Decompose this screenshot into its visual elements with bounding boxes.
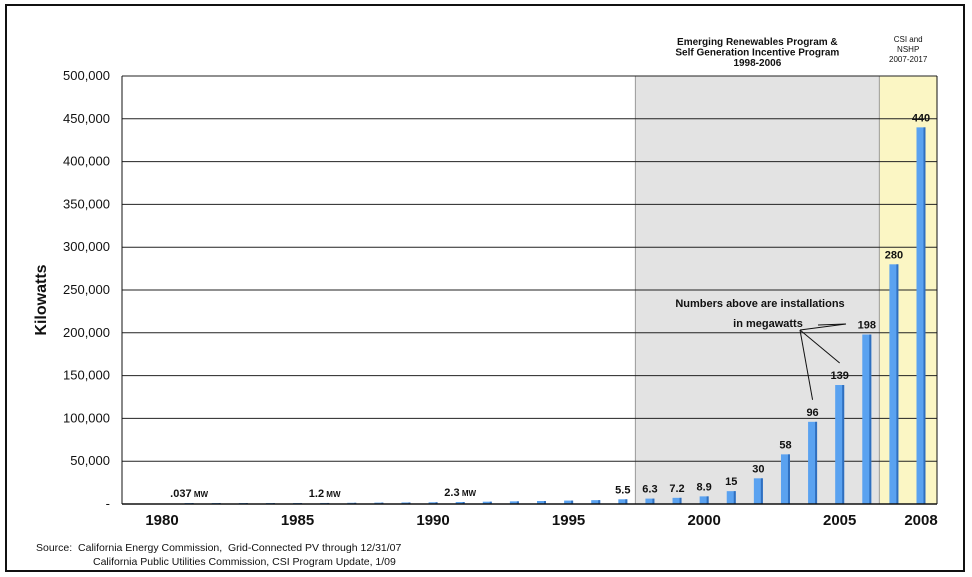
bar-shade-1998 xyxy=(652,498,655,504)
source-label: Source: xyxy=(36,542,73,554)
bar-shade-1995 xyxy=(571,500,574,504)
bar-shade-2002 xyxy=(760,478,763,504)
bar-1996 xyxy=(591,500,601,504)
bar-shade-2006 xyxy=(869,334,872,504)
bar-1999 xyxy=(672,497,682,504)
data-label-1997: 5.5 xyxy=(615,484,630,496)
source-line-2: California Public Utilities Commission, … xyxy=(93,556,396,568)
bar-shade-1999 xyxy=(679,497,682,504)
data-label-unit-1981: MW xyxy=(192,490,209,499)
x-tick-label-2000: 2000 xyxy=(687,512,720,529)
bar-1994 xyxy=(537,501,546,504)
data-label-1981: .037 MW xyxy=(170,488,208,500)
annotation-line-1: Numbers above are installations xyxy=(675,298,844,310)
y-tick-label: 300,000 xyxy=(63,239,110,254)
bar-shade-1994 xyxy=(544,501,546,504)
y-tick-label: 500,000 xyxy=(63,68,110,83)
bar-1995 xyxy=(564,500,574,504)
y-tick-label: 50,000 xyxy=(70,453,110,468)
y-tick-label: 450,000 xyxy=(63,111,110,126)
region-label-2-line-3: 2007-2017 xyxy=(889,55,928,64)
y-tick-label: 400,000 xyxy=(63,154,110,169)
data-label-unit-1986: MW xyxy=(324,490,341,499)
source-line-1: California Energy Commission, Grid-Conne… xyxy=(78,542,402,554)
y-tick-label: 200,000 xyxy=(63,325,110,340)
data-label-1991: 2.3 MW xyxy=(444,487,476,499)
annotation-leader-2004 xyxy=(799,329,814,400)
data-label-2004: 96 xyxy=(806,407,818,419)
x-tick-label-1995: 1995 xyxy=(552,512,585,529)
data-label-2001: 15 xyxy=(725,476,737,488)
bar-1989 xyxy=(401,502,411,504)
bar-1992 xyxy=(482,501,492,504)
bar-shade-1992 xyxy=(489,501,492,504)
x-tick-label-1990: 1990 xyxy=(416,512,449,529)
annotation-leader-2006 xyxy=(799,323,847,331)
data-label-unit-1991: MW xyxy=(460,489,477,498)
source-note: Source: California Energy Commission, Gr… xyxy=(36,542,401,554)
bar-1993 xyxy=(509,501,519,504)
bar-shade-1990 xyxy=(435,502,438,504)
x-tick-label-1980: 1980 xyxy=(145,512,178,529)
data-label-2006: 198 xyxy=(858,320,876,332)
x-tick-label-2008: 2008 xyxy=(904,512,937,529)
y-tick-label: 100,000 xyxy=(63,410,110,425)
y-tick-label: - xyxy=(106,496,110,511)
bar-1997 xyxy=(618,499,628,504)
bar-2007 xyxy=(889,264,899,504)
y-tick-label: 250,000 xyxy=(63,282,110,297)
bar-2001 xyxy=(726,491,736,504)
bar-shade-2008 xyxy=(923,127,926,505)
bar-2003 xyxy=(780,454,790,504)
data-label-2007: 280 xyxy=(885,249,903,261)
data-label-1998: 6.3 xyxy=(642,484,657,496)
y-axis-label: Kilowatts xyxy=(33,264,50,335)
x-tick-label-1985: 1985 xyxy=(281,512,314,529)
region-label-1-line-1: Emerging Renewables Program & xyxy=(677,37,838,48)
bar-2000 xyxy=(699,496,709,504)
data-label-1986: 1.2 MW xyxy=(309,488,341,500)
bar-2002 xyxy=(753,478,763,504)
bar-2004 xyxy=(808,421,818,504)
bar-shade-2004 xyxy=(815,421,818,504)
bar-shade-2003 xyxy=(787,454,790,504)
region-label-1-line-2: Self Generation Incentive Program xyxy=(675,48,839,59)
region-label-2-line-1: CSI and xyxy=(894,35,923,44)
annotation-leader-2005 xyxy=(799,329,840,364)
bar-shade-1993 xyxy=(516,501,519,504)
region-label-1-line-3: 1998-2006 xyxy=(733,58,781,69)
bar-shade-1989 xyxy=(408,502,411,504)
bar-shade-1996 xyxy=(598,500,601,504)
annotation-line-2: in megawatts xyxy=(733,318,803,330)
y-tick-label: 150,000 xyxy=(63,368,110,383)
bar-shade-1991 xyxy=(462,502,465,504)
bar-shade-2000 xyxy=(706,496,709,504)
bar-2008 xyxy=(916,127,926,505)
bar-shade-2001 xyxy=(733,491,736,504)
bar-shade-2007 xyxy=(896,264,899,504)
bar-1990 xyxy=(428,502,438,504)
bar-2006 xyxy=(862,334,872,504)
bar-2005 xyxy=(835,385,845,504)
x-tick-label-2005: 2005 xyxy=(823,512,856,529)
data-label-1999: 7.2 xyxy=(669,483,684,495)
y-tick-label: 350,000 xyxy=(63,196,110,211)
region-label-2-line-2: NSHP xyxy=(897,45,919,54)
data-label-2005: 139 xyxy=(830,370,848,382)
bar-1998 xyxy=(645,498,655,504)
data-label-2008: 440 xyxy=(912,112,930,124)
bar-1991 xyxy=(455,502,465,504)
bar-shade-1997 xyxy=(625,499,628,504)
bar-shade-2005 xyxy=(842,385,845,504)
source-note-2: California Public Utilities Commission, … xyxy=(93,556,396,568)
data-label-2000: 8.9 xyxy=(696,481,711,493)
data-label-2002: 30 xyxy=(752,463,764,475)
data-label-2003: 58 xyxy=(779,439,791,451)
